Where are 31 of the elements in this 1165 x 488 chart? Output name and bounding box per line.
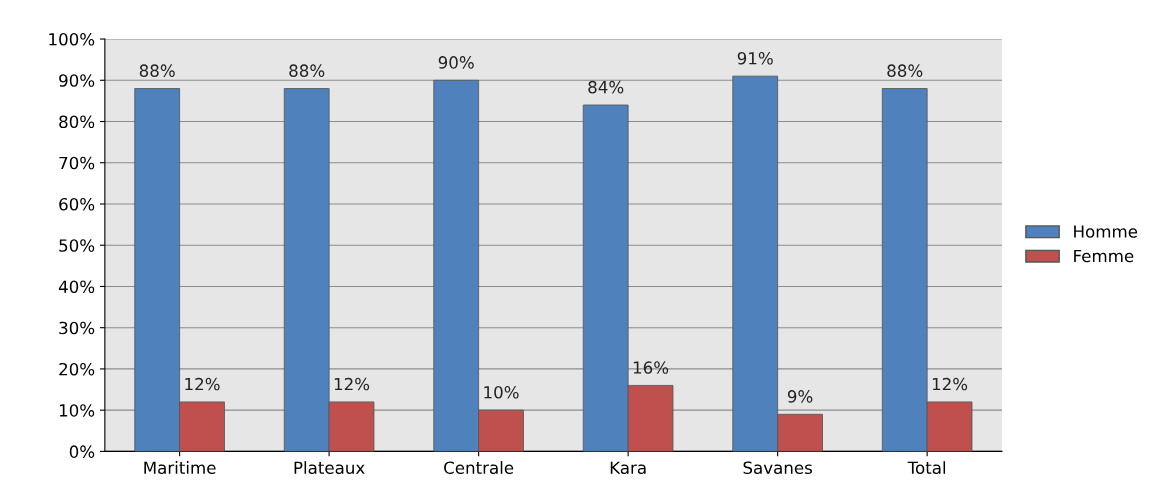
legend-label: Femme bbox=[1074, 249, 1134, 263]
data-label: 16% bbox=[633, 361, 669, 374]
data-label: 90% bbox=[438, 56, 474, 69]
x-tick-label: Plateaux bbox=[294, 461, 365, 475]
x-tick-label: Savanes bbox=[743, 461, 813, 475]
data-label: 12% bbox=[334, 377, 370, 391]
x-tick-label: Centrale bbox=[444, 461, 514, 475]
data-label: 88% bbox=[887, 64, 923, 77]
data-label: 10% bbox=[484, 385, 519, 399]
data-label: 91% bbox=[737, 51, 773, 65]
y-tick-label: 90% bbox=[59, 74, 95, 87]
y-tick-label: 50% bbox=[59, 239, 95, 252]
y-tick-label: 40% bbox=[58, 280, 95, 294]
x-tick-label: Maritime bbox=[144, 461, 216, 475]
data-label: 12% bbox=[932, 377, 968, 391]
x-tick-label: Kara bbox=[610, 461, 646, 475]
y-tick-label: 20% bbox=[59, 362, 95, 376]
y-tick-label: 80% bbox=[59, 115, 95, 129]
data-label: 84% bbox=[588, 80, 624, 94]
y-tick-label: 10% bbox=[59, 404, 95, 417]
y-tick-label: 100% bbox=[49, 33, 95, 46]
data-label: 12% bbox=[185, 377, 220, 391]
legend-label: Homme bbox=[1074, 225, 1138, 238]
y-tick-label: 60% bbox=[59, 197, 95, 211]
data-label: 88% bbox=[139, 64, 175, 77]
y-tick-label: 0% bbox=[69, 445, 95, 458]
x-tick-label: Total bbox=[907, 461, 946, 475]
y-tick-label: 30% bbox=[59, 321, 95, 335]
data-label: 88% bbox=[289, 64, 325, 77]
y-tick-label: 70% bbox=[59, 156, 95, 170]
data-label: 9% bbox=[787, 390, 813, 403]
